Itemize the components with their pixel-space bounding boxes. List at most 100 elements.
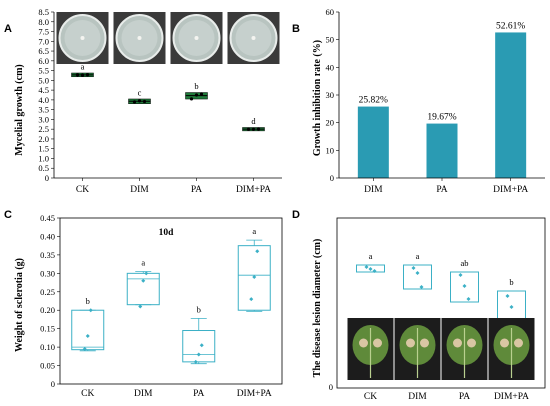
panel-b-bar (426, 123, 458, 178)
panel-c-ytick-label: 0.15 (40, 324, 55, 334)
lesion (467, 338, 476, 348)
panel-a-ytick-label: 6.0 (38, 56, 49, 66)
lesion (359, 338, 368, 348)
panel-a-sig-letter: c (138, 87, 142, 97)
panel-c-sig-letter: b (86, 296, 90, 306)
panel-d-ylabel: The disease lesion diameter (cm) (312, 239, 323, 378)
panel-c-box (126, 272, 160, 306)
inoculation-plug (194, 36, 199, 40)
panel-d-xtick-label: DIM+PA (494, 392, 529, 402)
panel-c-point (141, 278, 146, 283)
panel-b-ytick-label: 50 (326, 35, 335, 45)
panel-a: Mycelial growth (cm) 00.51.01.52.02.53.0… (14, 7, 282, 195)
panel-d-point (505, 294, 510, 298)
panel-b-value-label: 25.82% (359, 96, 388, 106)
panel-b-value-label: 52.61% (496, 21, 525, 31)
panel-c-xtick-label: CK (81, 389, 94, 399)
panel-a-ytick-label: 8.0 (38, 17, 49, 27)
panel-a-point (132, 100, 137, 104)
panel-c-y-ticks: 0 0.05 0.10 0.15 0.20 0.25 0.30 0.35 0.40 0.45 (40, 213, 60, 389)
panel-a-ytick-label: 5.0 (38, 75, 49, 85)
inoculation-plug (251, 36, 256, 40)
panel-c-sig-letter: a (252, 226, 256, 236)
panel-letter-c: C (4, 209, 12, 221)
panel-d-xtick-label: CK (364, 392, 377, 402)
panel-c-title: 10d (159, 228, 175, 238)
panel-d-point (415, 271, 420, 275)
panel-d-ytick-zero: 0 (329, 382, 333, 392)
lesion (500, 338, 509, 348)
lesion (420, 338, 429, 348)
panel-c-ytick-label: 0.30 (40, 268, 55, 278)
panel-a-ytick-label: 2.5 (38, 124, 49, 134)
lesion (453, 338, 462, 348)
panel-d-point (364, 265, 369, 269)
panel-b-ytick-label: 60 (326, 7, 335, 17)
panel-a-ytick-label: 4.0 (38, 95, 49, 105)
panel-a-ytick-label: 3.0 (38, 114, 49, 124)
panel-a-ytick-label: 6.5 (38, 46, 49, 56)
panel-c-box (71, 309, 105, 351)
panel-letter-a: A (4, 23, 12, 35)
leaf-photos (347, 318, 535, 380)
panel-c-point (138, 304, 143, 309)
panel-c-ytick-label: 0.10 (40, 342, 55, 352)
panel-c-point (255, 249, 260, 254)
panel-c-marks: b a b a (71, 226, 271, 365)
panel-a-sig-letter: d (251, 116, 256, 126)
panel-c-xtick-label: DIM (134, 389, 153, 399)
panel-a-marks: a c b d (71, 61, 265, 132)
panel-c-point (85, 334, 90, 339)
panel-a-ylabel: Mycelial growth (cm) (14, 64, 25, 155)
panel-letter-d: D (292, 209, 300, 221)
panel-b: Growth inhibition rate (%) 0 10 20 30 40 50 60… (312, 7, 545, 195)
panel-a-sig-letter: a (81, 61, 85, 71)
panel-b-value-label: 19.67% (427, 113, 456, 123)
panel-c-point (193, 359, 198, 364)
panel-b-xtick-label: DIM+PA (493, 185, 528, 195)
panel-c-x-ticks: CK DIM PA DIM+PA (81, 389, 272, 399)
panel-b-ytick-label: 40 (326, 62, 335, 72)
panel-d-sig-letter: a (369, 251, 373, 261)
panel-b-ytick-label: 10 (326, 145, 335, 155)
panel-c-xtick-label: PA (193, 389, 204, 399)
panel-d-x-ticks: CK DIM PA DIM+PA (364, 392, 529, 402)
panel-c-ylabel: Weight of sclerotia (g) (14, 258, 25, 352)
panel-letter-b: B (292, 23, 300, 35)
panel-a-ytick-label: 3.5 (38, 105, 49, 115)
panel-b-bars: 25.82% 19.67% 52.61% (357, 21, 527, 179)
panel-a-ytick-label: 8.5 (38, 7, 49, 17)
panel-a-point (256, 127, 261, 131)
inoculation-plug (80, 36, 85, 40)
panel-c-ytick-label: 0.35 (40, 250, 55, 260)
panel-a-xtick-label: CK (76, 185, 89, 195)
panel-b-ytick-label: 30 (326, 90, 335, 100)
panel-a-point (142, 99, 147, 104)
panel-b-ylabel: Growth inhibition rate (%) (312, 40, 323, 156)
panel-a-x-ticks: CK DIM PA DIM+PA (76, 178, 271, 195)
panel-d-marks: a a ab b (356, 251, 526, 322)
panel-c-box (182, 330, 216, 363)
panel-a-xtick-label: DIM (130, 185, 149, 195)
panel-d: The disease lesion diameter (cm) 0 a a ab b… (312, 217, 546, 402)
panel-d-point (411, 266, 416, 270)
panel-d-sig-letter: ab (460, 258, 468, 268)
panel-a-point (137, 99, 142, 103)
panel-c-point (88, 308, 93, 313)
panel-d-point (372, 269, 377, 273)
panel-c-sig-letter: b (197, 304, 201, 314)
panel-d-box (356, 264, 385, 273)
panel-d-point (509, 305, 514, 309)
panel-c-box (237, 245, 271, 311)
panel-a-ytick-label: 2.0 (38, 134, 49, 144)
panel-b-ytick-label: 0 (330, 173, 334, 183)
panel-a-xtick-label: PA (191, 185, 202, 195)
panel-a-ytick-label: 1.0 (38, 153, 49, 163)
inoculation-plug (137, 36, 142, 40)
panel-b-xtick-label: DIM (364, 185, 383, 195)
lesion (406, 338, 415, 348)
panel-a-sig-letter: b (194, 81, 198, 91)
panel-d-point (419, 285, 424, 289)
panel-c: 10d Weight of sclerotia (g) 0 0.05 0.10 0.1… (14, 213, 283, 399)
